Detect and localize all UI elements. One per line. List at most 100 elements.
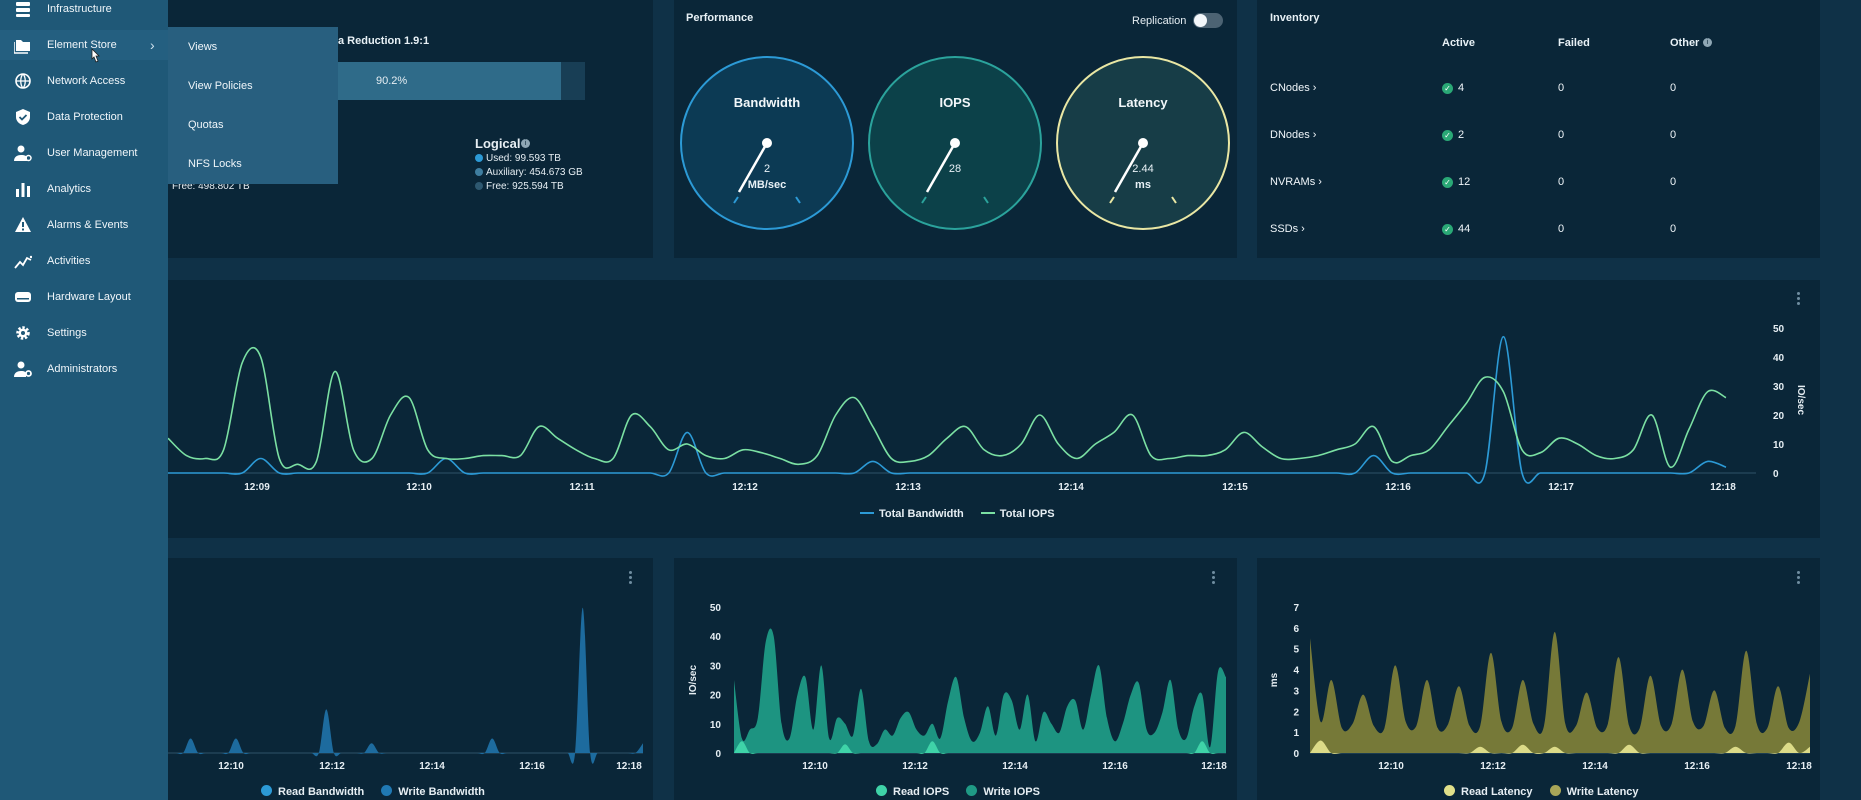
x-tick-label: 12:12 xyxy=(902,761,928,772)
info-icon[interactable]: i xyxy=(1703,38,1712,47)
inventory-link-cnodes[interactable]: CNodes › xyxy=(1270,82,1317,94)
sidebar-item-hardware-layout[interactable]: Hardware Layout xyxy=(0,282,168,312)
bandwidth-legend: Read Bandwidth Write Bandwidth xyxy=(261,785,485,798)
x-tick-label: 12:12 xyxy=(319,761,345,772)
legend-write-iops[interactable]: Write IOPS xyxy=(966,785,1040,798)
iops-chart-menu-icon[interactable] xyxy=(1210,571,1216,587)
inventory-active: ✓ 12 xyxy=(1442,176,1470,188)
sidebar-item-analytics[interactable]: Analytics xyxy=(0,174,168,204)
gauge-value: 28 xyxy=(949,163,961,175)
replication-label: Replication xyxy=(1132,15,1187,27)
sidebar-item-alarms-events[interactable]: Alarms & Events xyxy=(0,210,168,240)
sidebar-item-element-store[interactable]: Element Store › xyxy=(0,30,168,60)
y-axis-label: IO/sec xyxy=(688,665,699,695)
gauge-bandwidth: Bandwidth 2 MB/sec xyxy=(680,56,854,230)
sidebar-item-label: Hardware Layout xyxy=(47,291,131,303)
flyout-item-quotas[interactable]: Quotas xyxy=(188,119,224,131)
logical-title: Logical xyxy=(475,136,521,151)
sidebar-item-infrastructure[interactable]: Infrastructure xyxy=(0,0,168,24)
capacity-usage-fill xyxy=(338,62,561,100)
legend-total-iops[interactable]: Total IOPS xyxy=(980,508,1055,520)
sidebar-item-label: User Management xyxy=(47,147,138,159)
sidebar-item-administrators[interactable]: Administrators xyxy=(0,354,168,384)
sidebar-item-label: Activities xyxy=(47,255,91,267)
user-settings-icon xyxy=(14,145,32,162)
sidebar-item-settings[interactable]: Settings xyxy=(0,318,168,348)
check-circle-icon: ✓ xyxy=(1442,223,1453,235)
folders-icon xyxy=(14,40,30,54)
flyout-item-views[interactable]: Views xyxy=(188,41,218,53)
gauge-unit: ms xyxy=(1135,179,1151,191)
sidebar-item-label: Data Protection xyxy=(47,111,123,123)
info-icon[interactable]: i xyxy=(521,139,530,148)
sidebar-item-activities[interactable]: Activities xyxy=(0,246,168,276)
legend-write-latency[interactable]: Write Latency xyxy=(1549,785,1639,798)
x-tick-label: 12:09 xyxy=(244,482,270,493)
y-tick-label: 4 xyxy=(1293,666,1299,677)
x-tick-label: 12:14 xyxy=(419,761,445,772)
globe-icon xyxy=(15,73,31,89)
legend-read-iops[interactable]: Read IOPS xyxy=(876,785,949,798)
inventory-col-failed: Failed xyxy=(1558,37,1590,49)
series-area-write-iops xyxy=(734,628,1226,753)
inventory-link-nvrams[interactable]: NVRAMs › xyxy=(1270,176,1322,188)
legend-total-bandwidth[interactable]: Total Bandwidth xyxy=(860,508,964,520)
y-tick-label: 50 xyxy=(1773,324,1785,335)
flyout-item-nfs-locks[interactable]: NFS Locks xyxy=(188,158,242,170)
totals-chart-menu-icon[interactable] xyxy=(1795,292,1801,308)
flyout-item-view-policies[interactable]: View Policies xyxy=(188,80,253,92)
performance-gauges: Bandwidth 2 MB/sec IOPS 28 Latency 2.44 ms xyxy=(680,56,1230,230)
gauge-value: 2 xyxy=(764,163,770,175)
check-circle-icon: ✓ xyxy=(1442,82,1453,94)
bandwidth-chart-menu-icon[interactable] xyxy=(627,571,633,587)
gauge-hub xyxy=(950,138,960,148)
inventory-other: 0 xyxy=(1670,129,1677,141)
iops-chart: 12:10 12:12 12:14 12:16 12:18 50 40 30 20 10 0 IO/s… xyxy=(688,603,1227,772)
gauge-tick xyxy=(733,196,739,204)
latency-legend: Read Latency Write Latency xyxy=(1444,785,1639,798)
y-axis-label: ms xyxy=(1269,672,1280,687)
capacity-usage-value: 90.2% xyxy=(376,75,408,87)
y-tick-label: 0 xyxy=(1773,469,1779,480)
sidebar-item-user-management[interactable]: User Management xyxy=(0,138,168,168)
gauge-tick xyxy=(1109,196,1115,204)
latency-chart-menu-icon[interactable] xyxy=(1795,571,1801,587)
physical-free-label: Free: 498.802 TB xyxy=(172,181,250,192)
gauge-hub xyxy=(1138,138,1148,148)
inventory-failed: 0 xyxy=(1558,223,1565,235)
gauge-iops: IOPS 28 xyxy=(868,56,1042,230)
inventory-active: ✓ 44 xyxy=(1442,223,1470,235)
gauge-hub xyxy=(762,138,772,148)
y-tick-label: 10 xyxy=(710,720,722,731)
inventory-other: 0 xyxy=(1670,82,1677,94)
data-reduction-label: a Reduction 1.9:1 xyxy=(338,35,430,47)
sidebar-item-data-protection[interactable]: Data Protection xyxy=(0,102,168,132)
inventory-link-dnodes[interactable]: DNodes › xyxy=(1270,129,1317,141)
inventory-failed: 0 xyxy=(1558,82,1565,94)
gauge-tick xyxy=(795,196,801,204)
x-tick-label: 12:10 xyxy=(1378,761,1404,772)
sidebar-item-label: Infrastructure xyxy=(47,3,112,15)
logical-free: Free: 925.594 TB xyxy=(475,181,564,192)
legend-write-bandwidth[interactable]: Write Bandwidth xyxy=(381,785,485,798)
warning-triangle-icon xyxy=(15,217,31,232)
gauge-value: 2.44 xyxy=(1132,163,1153,175)
replication-toggle[interactable] xyxy=(1193,13,1223,28)
legend-read-bandwidth[interactable]: Read Bandwidth xyxy=(261,785,364,798)
x-tick-label: 12:16 xyxy=(1684,761,1710,772)
x-tick-label: 12:18 xyxy=(1710,482,1736,493)
y-tick-label: 30 xyxy=(710,661,722,672)
gauge-needle xyxy=(737,142,769,193)
x-tick-label: 12:14 xyxy=(1002,761,1028,772)
sidebar-item-network-access[interactable]: Network Access xyxy=(0,66,168,96)
inventory-active-value: 12 xyxy=(1458,176,1471,188)
gear-icon xyxy=(16,326,30,340)
shield-check-icon xyxy=(16,109,30,125)
server-stack-icon xyxy=(16,2,30,17)
inventory-active: ✓ 4 xyxy=(1442,82,1464,94)
y-tick-label: 7 xyxy=(1293,603,1299,614)
legend-read-latency[interactable]: Read Latency xyxy=(1444,785,1533,798)
x-tick-label: 12:14 xyxy=(1058,482,1084,493)
bar-chart-icon xyxy=(16,183,30,197)
inventory-link-ssds[interactable]: SSDs › xyxy=(1270,223,1305,235)
